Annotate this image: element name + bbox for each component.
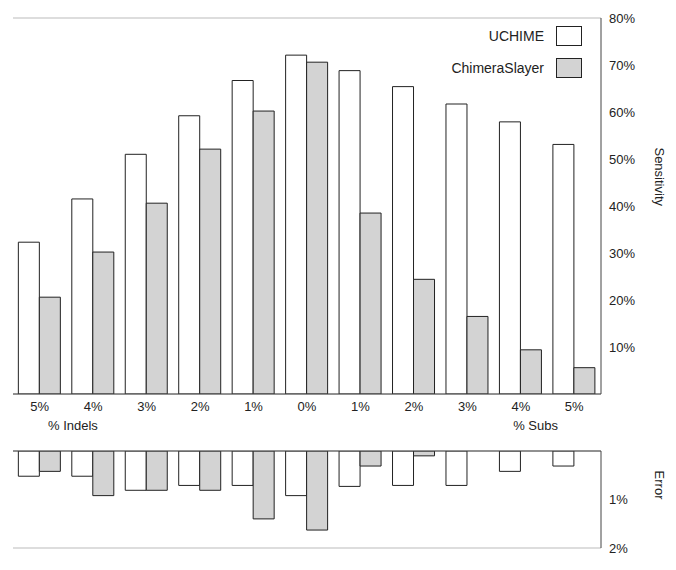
svg-text:Error: Error [652, 471, 667, 501]
svg-text:0%: 0% [298, 399, 317, 414]
svg-text:4%: 4% [511, 399, 530, 414]
svg-text:1%: 1% [609, 492, 628, 507]
svg-text:5%: 5% [565, 399, 584, 414]
svg-text:2%: 2% [405, 399, 424, 414]
svg-text:20%: 20% [609, 293, 635, 308]
svg-text:3%: 3% [458, 399, 477, 414]
html-text:% Indels: % Indels [48, 418, 98, 433]
svg-text:70%: 70% [609, 58, 635, 73]
svg-text:50%: 50% [609, 152, 635, 167]
svg-text:2%: 2% [191, 399, 210, 414]
html-text:UCHIME: UCHIME [488, 28, 544, 44]
html-text:ChimeraSlayer: ChimeraSlayer [451, 60, 544, 76]
svg-text:60%: 60% [609, 105, 635, 120]
svg-text:40%: 40% [609, 199, 635, 214]
svg-text:80%: 80% [609, 11, 635, 26]
html-text:% Subs: % Subs [513, 418, 558, 433]
svg-text:4%: 4% [84, 399, 103, 414]
svg-text:10%: 10% [609, 340, 635, 355]
svg-text:1%: 1% [244, 399, 263, 414]
svg-text:Sensitivity: Sensitivity [652, 147, 667, 206]
svg-text:5%: 5% [30, 399, 49, 414]
svg-text:3%: 3% [137, 399, 156, 414]
svg-text:2%: 2% [609, 541, 628, 556]
svg-text:30%: 30% [609, 246, 635, 261]
svg-text:1%: 1% [351, 399, 370, 414]
